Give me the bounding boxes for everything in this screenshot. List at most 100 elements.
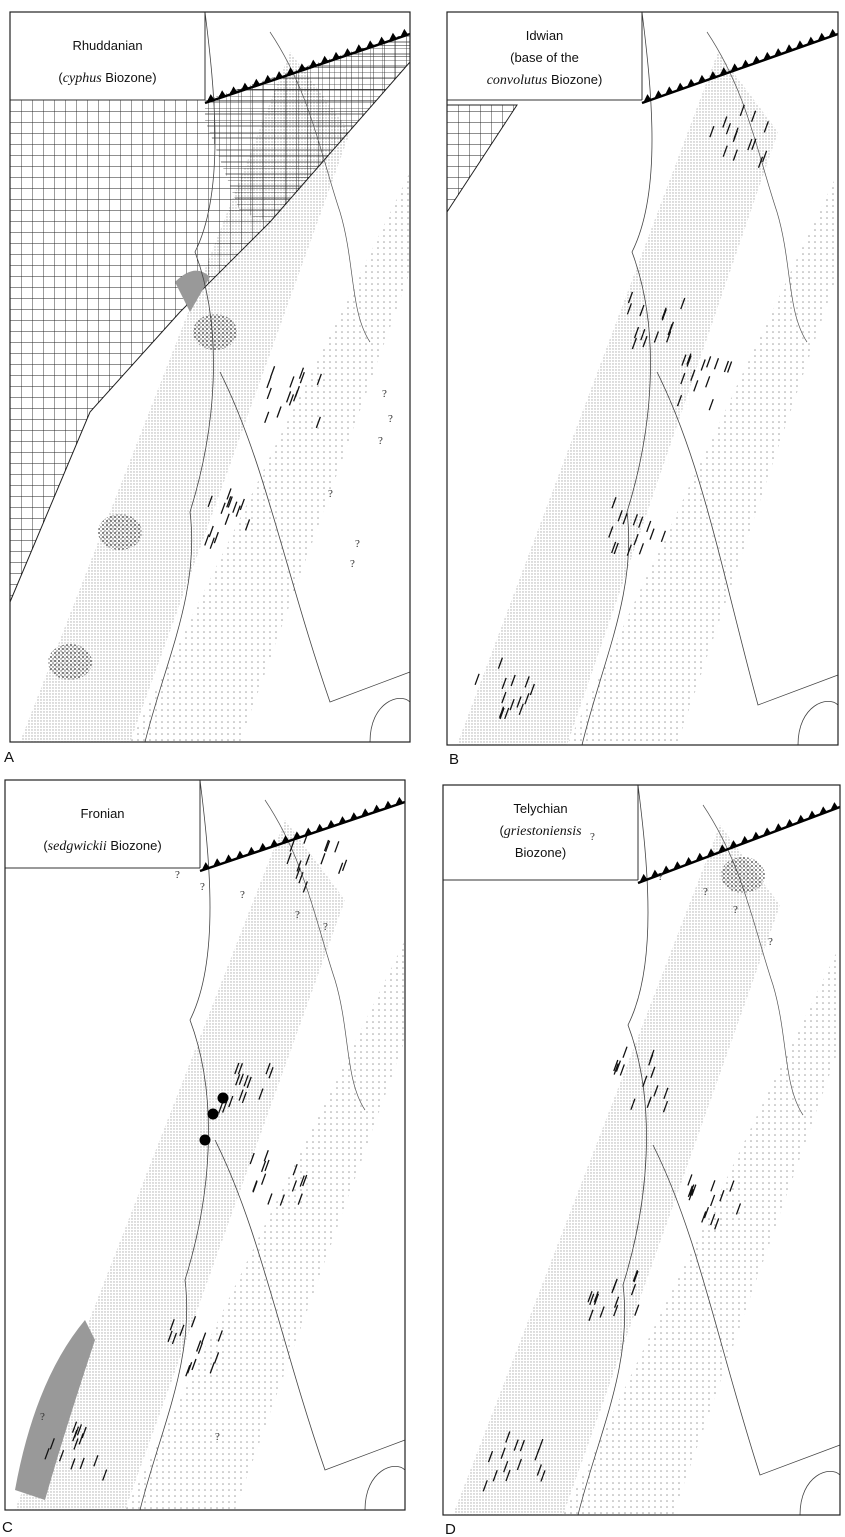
label-text: Rhuddanian bbox=[72, 38, 142, 53]
current-mark bbox=[529, 683, 535, 696]
locality-dot bbox=[217, 1092, 229, 1104]
label-text: Biozone) bbox=[515, 845, 566, 860]
current-mark bbox=[302, 1174, 308, 1187]
current-mark bbox=[71, 1421, 78, 1433]
current-mark bbox=[660, 530, 666, 543]
current-mark bbox=[323, 839, 330, 852]
query-mark: ? bbox=[733, 904, 738, 916]
thrust-tooth bbox=[286, 67, 295, 76]
label-line: Rhuddanian bbox=[72, 38, 142, 53]
coastline bbox=[652, 1144, 841, 1476]
current-mark bbox=[264, 411, 270, 424]
thrust-front bbox=[641, 32, 839, 105]
current-mark bbox=[518, 703, 524, 716]
current-mark bbox=[701, 1211, 707, 1223]
platform-area bbox=[446, 104, 518, 214]
thrust-tooth bbox=[643, 94, 652, 103]
current-mark bbox=[500, 1447, 506, 1459]
facies-dots bbox=[193, 314, 237, 350]
current-mark bbox=[315, 416, 321, 429]
current-mark bbox=[224, 513, 230, 525]
thrust-tooth bbox=[213, 858, 222, 867]
current-mark bbox=[474, 673, 480, 686]
current-mark bbox=[260, 1173, 267, 1185]
current-mark bbox=[299, 1175, 305, 1187]
current-mark bbox=[587, 1291, 593, 1303]
current-mark bbox=[505, 1431, 511, 1443]
thrust-front bbox=[199, 800, 406, 873]
thrust-tooth bbox=[258, 842, 267, 851]
thrust-tooth bbox=[320, 55, 329, 64]
current-mark bbox=[220, 502, 226, 514]
label-box bbox=[5, 780, 200, 868]
current-mark bbox=[693, 380, 699, 392]
thrust-tooth bbox=[400, 28, 409, 37]
current-mark bbox=[222, 1101, 228, 1113]
current-mark bbox=[648, 1054, 654, 1066]
panel-border bbox=[442, 784, 841, 1516]
current-mark bbox=[646, 520, 652, 533]
current-mark bbox=[49, 1438, 55, 1450]
current-mark bbox=[269, 366, 276, 378]
current-mark bbox=[649, 528, 655, 540]
current-mark bbox=[79, 1457, 85, 1470]
thrust-tooth bbox=[741, 59, 750, 68]
current-mark bbox=[634, 1304, 640, 1316]
thrust-front bbox=[204, 32, 411, 105]
label-text: Biozone) bbox=[547, 72, 602, 87]
current-mark bbox=[289, 376, 295, 388]
thrust-tooth bbox=[806, 36, 815, 45]
coastline bbox=[214, 1139, 406, 1471]
current-mark bbox=[302, 881, 308, 893]
label-text: Telychian bbox=[513, 801, 567, 816]
current-mark bbox=[288, 394, 295, 406]
coastline bbox=[702, 804, 804, 1116]
coastline bbox=[364, 1466, 406, 1511]
thrust-tooth bbox=[785, 819, 794, 827]
current-mark bbox=[534, 1449, 540, 1461]
coastline bbox=[264, 799, 366, 1111]
label-text: Fronian bbox=[80, 806, 124, 821]
current-mark bbox=[305, 854, 311, 866]
current-mark bbox=[726, 361, 733, 373]
coastline bbox=[797, 701, 839, 746]
thrust-tooth bbox=[201, 862, 210, 871]
thrust-tooth bbox=[718, 844, 727, 853]
query-mark: ? bbox=[703, 886, 708, 898]
current-mark bbox=[653, 1085, 659, 1097]
current-mark bbox=[524, 692, 530, 705]
current-mark bbox=[732, 149, 738, 161]
current-mark bbox=[234, 1062, 240, 1075]
coastline bbox=[219, 371, 411, 703]
current-mark bbox=[258, 1088, 264, 1100]
biozone-name: cyphus bbox=[63, 71, 102, 86]
current-mark bbox=[267, 1193, 273, 1205]
current-mark bbox=[266, 376, 272, 389]
query-mark: ? bbox=[350, 558, 355, 570]
current-mark bbox=[725, 122, 732, 135]
current-mark bbox=[653, 331, 659, 343]
map-panel: Telychian (griestoniensis Biozone)????? bbox=[442, 784, 841, 1516]
current-mark bbox=[204, 534, 210, 546]
current-mark bbox=[316, 373, 322, 386]
current-mark bbox=[650, 1066, 656, 1079]
current-mark bbox=[622, 513, 628, 525]
mud-area bbox=[175, 270, 210, 312]
current-mark bbox=[504, 707, 510, 720]
current-mark bbox=[232, 501, 238, 513]
thrust-tooth bbox=[315, 823, 324, 832]
coastline bbox=[656, 371, 839, 706]
current-mark bbox=[209, 537, 215, 549]
current-mark bbox=[213, 531, 219, 544]
current-mark bbox=[296, 860, 302, 872]
current-mark bbox=[70, 1458, 76, 1470]
current-mark bbox=[713, 358, 720, 370]
locality-dot bbox=[199, 1134, 211, 1146]
current-mark bbox=[536, 1464, 542, 1476]
current-mark bbox=[503, 1460, 509, 1473]
facies-band-outer bbox=[563, 945, 840, 1515]
thrust-tooth bbox=[275, 71, 284, 80]
current-mark bbox=[264, 1159, 270, 1172]
current-mark bbox=[714, 1218, 720, 1230]
facies-band-outer bbox=[130, 172, 410, 742]
